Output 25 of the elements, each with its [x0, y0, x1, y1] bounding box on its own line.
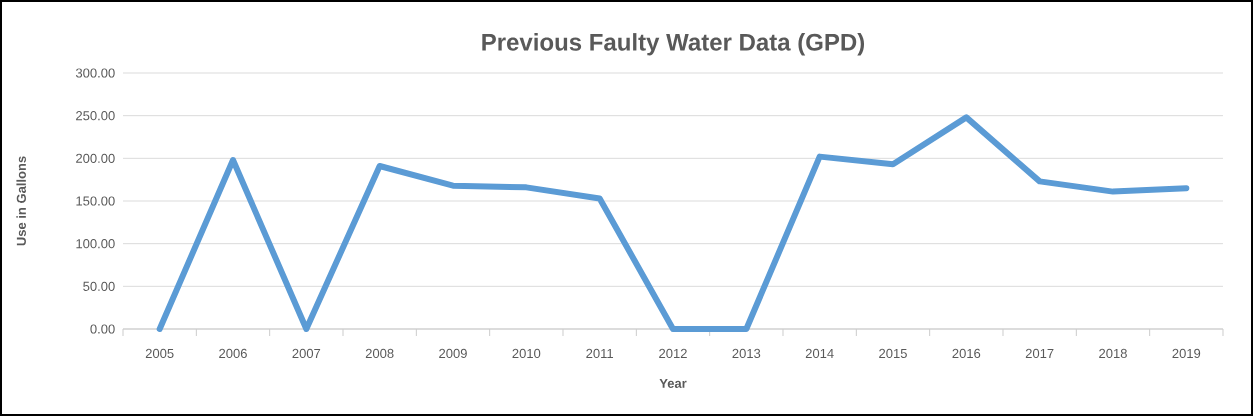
y-tick-label: 50.00: [83, 281, 115, 291]
x-axis-title: Year: [659, 378, 687, 388]
x-tick-label: 2005: [145, 348, 174, 358]
y-tick-label: 100.00: [76, 239, 115, 249]
x-tick-label: 2006: [219, 348, 247, 358]
y-tick-label: 300.00: [75, 68, 115, 78]
x-tick-label: 2016: [952, 348, 981, 358]
x-tick-label: 2014: [805, 348, 834, 358]
y-axis-title: Use in Gallons: [16, 156, 26, 246]
y-tick-label: 0.00: [90, 324, 115, 334]
x-tick-label: 2013: [732, 348, 761, 358]
x-tick-label: 2012: [659, 348, 687, 358]
y-tick-label: 250.00: [76, 111, 115, 121]
x-tick-label: 2019: [1172, 348, 1201, 358]
x-tick-label: 2009: [439, 348, 467, 358]
x-tick-label: 2007: [292, 348, 321, 358]
y-tick-label: 200.00: [76, 153, 115, 163]
y-tick-label: 150.00: [76, 196, 115, 206]
x-tick-label: 2010: [512, 348, 541, 358]
x-tick-label: 2015: [879, 348, 907, 358]
chart-title: Previous Faulty Water Data (GPD): [482, 33, 865, 56]
x-tick-label: 2011: [586, 348, 614, 358]
x-tick-label: 2018: [1099, 348, 1127, 358]
x-tick-label: 2008: [365, 348, 394, 358]
x-tick-label: 2017: [1025, 348, 1054, 358]
